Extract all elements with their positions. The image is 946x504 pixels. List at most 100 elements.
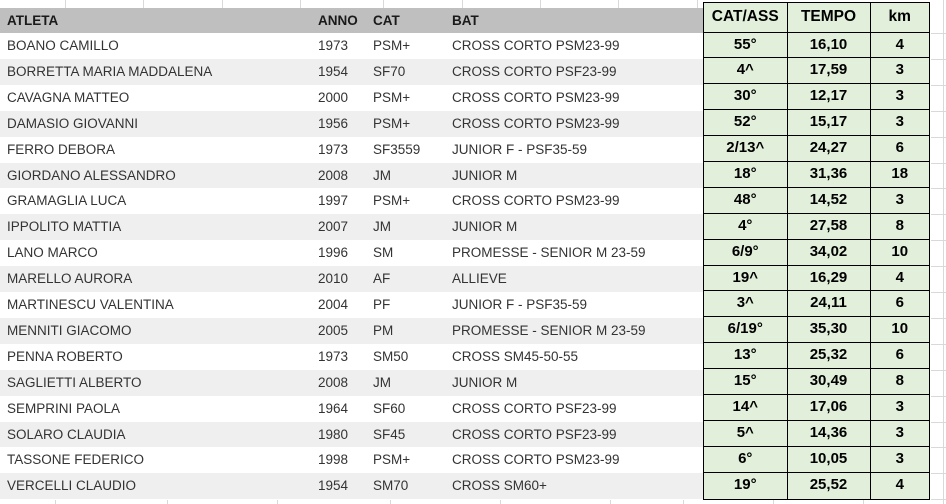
cell-cat_ass[interactable]: 4° <box>704 213 788 240</box>
cell-cat_ass[interactable]: 6° <box>704 446 788 473</box>
cell-anno[interactable]: 1998 <box>318 452 349 468</box>
cell-cat[interactable]: PSM+ <box>373 38 411 53</box>
cell-cat[interactable]: JM <box>373 167 391 183</box>
cell-cat_ass[interactable]: 15° <box>704 369 788 395</box>
cell-cat_ass[interactable]: 55° <box>704 32 788 59</box>
cell-tempo[interactable]: 17,59 <box>787 58 871 85</box>
cell-bat[interactable]: CROSS CORTO PSM23-99 <box>452 89 620 105</box>
cell-cat[interactable]: SM70 <box>373 478 409 494</box>
cell-cat[interactable]: PM <box>373 322 394 338</box>
cell-bat[interactable]: CROSS CORTO PSM23-99 <box>452 115 620 131</box>
cell-cat[interactable]: JM <box>373 219 391 235</box>
cell-km[interactable]: 3 <box>870 420 929 447</box>
cell-tempo[interactable]: 31,36 <box>787 161 871 188</box>
cell-tempo[interactable]: 14,52 <box>787 187 871 214</box>
cell-tempo[interactable]: 35,30 <box>787 317 871 344</box>
cell-cat[interactable]: PSM+ <box>373 89 411 105</box>
column-header-bat[interactable]: BAT <box>452 13 479 28</box>
cell-km[interactable]: 6 <box>870 343 929 370</box>
cell-tempo[interactable]: 27,58 <box>787 213 871 240</box>
cell-tempo[interactable]: 25,32 <box>787 343 871 370</box>
cell-km[interactable]: 4 <box>870 265 929 292</box>
cell-tempo[interactable]: 10,05 <box>787 446 871 473</box>
cell-anno[interactable]: 1996 <box>318 245 349 261</box>
cell-anno[interactable]: 1997 <box>318 193 349 209</box>
cell-km[interactable]: 6 <box>870 136 929 162</box>
cell-atleta[interactable]: SOLARO CLAUDIA <box>7 426 126 442</box>
cell-tempo[interactable]: 17,06 <box>787 394 871 421</box>
cell-bat[interactable]: JUNIOR M <box>452 219 518 235</box>
cell-km[interactable]: 3 <box>870 84 929 111</box>
cell-bat[interactable]: PROMESSE - SENIOR M 23-59 <box>452 322 646 338</box>
cell-cat[interactable]: PF <box>373 297 391 312</box>
cell-atleta[interactable]: BORRETTA MARIA MADDALENA <box>7 63 213 79</box>
cell-atleta[interactable]: BOANO CAMILLO <box>7 38 119 53</box>
cell-atleta[interactable]: VERCELLI CLAUDIO <box>7 478 137 494</box>
cell-atleta[interactable]: LANO MARCO <box>7 245 98 261</box>
cell-cat_ass[interactable]: 14^ <box>704 394 788 421</box>
cell-cat[interactable]: SF45 <box>373 426 406 442</box>
cell-km[interactable]: 3 <box>870 187 929 214</box>
cell-anno[interactable]: 2005 <box>318 322 349 338</box>
cell-cat[interactable]: PSM+ <box>373 115 411 131</box>
cell-anno[interactable]: 1973 <box>318 141 349 157</box>
cell-anno[interactable]: 1964 <box>318 400 349 416</box>
cell-bat[interactable]: PROMESSE - SENIOR M 23-59 <box>452 245 646 261</box>
cell-km[interactable]: 8 <box>870 213 929 240</box>
cell-cat_ass[interactable]: 19° <box>704 472 788 499</box>
cell-tempo[interactable]: 24,27 <box>787 136 871 162</box>
cell-cat_ass[interactable]: 6/9° <box>704 239 788 266</box>
cell-tempo[interactable]: 14,36 <box>787 420 871 447</box>
column-header-km[interactable]: km <box>870 3 929 33</box>
cell-cat_ass[interactable]: 4^ <box>704 58 788 85</box>
cell-cat[interactable]: SF3559 <box>373 141 421 157</box>
cell-cat_ass[interactable]: 2/13^ <box>704 136 788 162</box>
cell-atleta[interactable]: MARELLO AURORA <box>7 271 133 287</box>
cell-cat[interactable]: SM <box>373 245 394 261</box>
cell-cat_ass[interactable]: 52° <box>704 110 788 137</box>
cell-bat[interactable]: CROSS CORTO PSM23-99 <box>452 193 620 209</box>
cell-km[interactable]: 4 <box>870 472 929 499</box>
cell-atleta[interactable]: IPPOLITO MATTIA <box>7 219 122 235</box>
cell-cat[interactable]: AF <box>373 271 391 287</box>
cell-anno[interactable]: 2008 <box>318 374 349 390</box>
cell-cat_ass[interactable]: 30° <box>704 84 788 111</box>
cell-anno[interactable]: 1956 <box>318 115 349 131</box>
cell-atleta[interactable]: GRAMAGLIA LUCA <box>7 193 127 209</box>
cell-tempo[interactable]: 24,11 <box>787 291 871 318</box>
cell-km[interactable]: 4 <box>870 32 929 59</box>
cell-atleta[interactable]: PENNA ROBERTO <box>7 348 123 364</box>
cell-km[interactable]: 10 <box>870 239 929 266</box>
cell-bat[interactable]: CROSS CORTO PSM23-99 <box>452 38 620 53</box>
cell-bat[interactable]: JUNIOR F - PSF35-59 <box>452 141 588 157</box>
cell-km[interactable]: 3 <box>870 110 929 137</box>
column-header-cat[interactable]: CAT <box>373 13 400 28</box>
cell-km[interactable]: 8 <box>870 369 929 395</box>
cell-bat[interactable]: CROSS CORTO PSM23-99 <box>452 452 620 468</box>
cell-anno[interactable]: 1973 <box>318 38 349 53</box>
cell-tempo[interactable]: 30,49 <box>787 369 871 395</box>
cell-bat[interactable]: CROSS CORTO PSF23-99 <box>452 426 617 442</box>
cell-anno[interactable]: 2010 <box>318 271 349 287</box>
cell-bat[interactable]: JUNIOR F - PSF35-59 <box>452 297 588 312</box>
cell-atleta[interactable]: CAVAGNA MATTEO <box>7 89 130 105</box>
cell-km[interactable]: 3 <box>870 446 929 473</box>
cell-cat_ass[interactable]: 6/19° <box>704 317 788 344</box>
cell-cat_ass[interactable]: 19^ <box>704 265 788 292</box>
column-header-cat-ass[interactable]: CAT/ASS <box>704 3 788 33</box>
cell-tempo[interactable]: 16,10 <box>787 32 871 59</box>
cell-cat[interactable]: JM <box>373 374 391 390</box>
cell-km[interactable]: 3 <box>870 394 929 421</box>
cell-anno[interactable]: 2007 <box>318 219 349 235</box>
cell-bat[interactable]: CROSS SM60+ <box>452 478 547 494</box>
cell-bat[interactable]: CROSS CORTO PSF23-99 <box>452 400 617 416</box>
cell-tempo[interactable]: 25,52 <box>787 472 871 499</box>
cell-anno[interactable]: 2008 <box>318 167 349 183</box>
cell-km[interactable]: 18 <box>870 161 929 188</box>
column-header-atleta[interactable]: ATLETA <box>7 13 59 28</box>
cell-anno[interactable]: 1954 <box>318 478 349 494</box>
cell-bat[interactable]: CROSS SM45-50-55 <box>452 348 579 364</box>
cell-atleta[interactable]: GIORDANO ALESSANDRO <box>7 167 176 183</box>
cell-km[interactable]: 6 <box>870 291 929 318</box>
cell-atleta[interactable]: FERRO DEBORA <box>7 141 116 157</box>
